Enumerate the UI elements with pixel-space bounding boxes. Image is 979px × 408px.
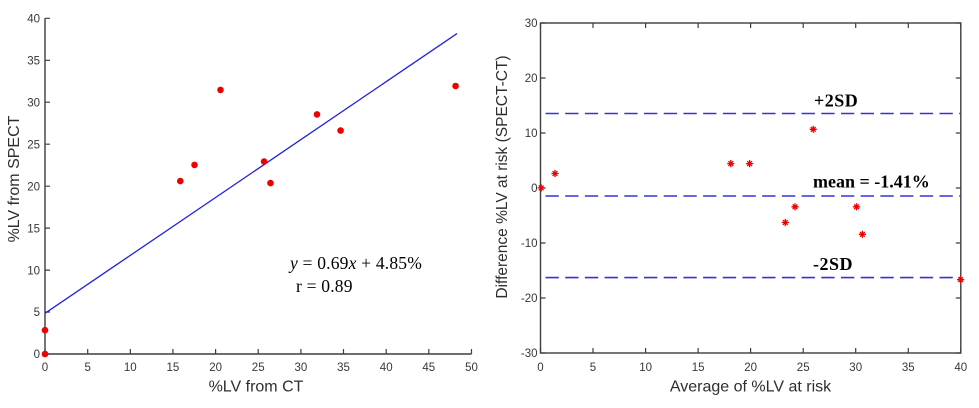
svg-text:40: 40 xyxy=(954,362,967,374)
svg-text:25: 25 xyxy=(27,139,40,151)
svg-text:+2SD: +2SD xyxy=(814,91,858,111)
svg-text:10: 10 xyxy=(124,362,137,374)
svg-text:30: 30 xyxy=(525,18,538,30)
svg-text:10: 10 xyxy=(639,362,652,374)
svg-text:Average of %LV at risk: Average of %LV at risk xyxy=(670,379,832,396)
svg-text:15: 15 xyxy=(27,223,40,235)
svg-text:0: 0 xyxy=(537,362,543,374)
svg-text:20: 20 xyxy=(525,73,538,85)
svg-text:50: 50 xyxy=(465,362,478,374)
svg-text:Difference %LV at risk (SPECT-: Difference %LV at risk (SPECT-CT) xyxy=(494,55,511,298)
svg-text:0: 0 xyxy=(531,183,537,195)
svg-text:-10: -10 xyxy=(521,238,538,250)
svg-text:25: 25 xyxy=(797,362,810,374)
svg-text:0: 0 xyxy=(34,349,40,361)
svg-text:35: 35 xyxy=(337,362,350,374)
svg-text:%LV from SPECT: %LV from SPECT xyxy=(6,115,23,242)
svg-text:15: 15 xyxy=(692,362,705,374)
svg-text:5: 5 xyxy=(34,307,40,319)
svg-text:30: 30 xyxy=(295,362,308,374)
svg-text:10: 10 xyxy=(525,128,538,140)
svg-text:-30: -30 xyxy=(521,348,538,360)
svg-text:%LV from CT: %LV from CT xyxy=(209,379,304,396)
svg-text:-20: -20 xyxy=(521,293,538,305)
svg-text:35: 35 xyxy=(27,56,40,68)
svg-text:20: 20 xyxy=(209,362,222,374)
svg-text:0: 0 xyxy=(42,362,48,374)
svg-text:mean = -1.41%: mean = -1.41% xyxy=(813,172,930,192)
svg-text:-2SD: -2SD xyxy=(813,254,853,274)
svg-text:20: 20 xyxy=(744,362,757,374)
svg-text:45: 45 xyxy=(422,362,435,374)
svg-text:25: 25 xyxy=(252,362,265,374)
svg-text:40: 40 xyxy=(380,362,393,374)
svg-text:30: 30 xyxy=(27,97,40,109)
svg-text:r = 0.89: r = 0.89 xyxy=(296,276,353,296)
svg-text:40: 40 xyxy=(27,14,40,26)
svg-text:y = 0.69x + 4.85%: y = 0.69x + 4.85% xyxy=(288,253,422,273)
svg-text:5: 5 xyxy=(84,362,90,374)
svg-text:35: 35 xyxy=(902,362,915,374)
svg-text:15: 15 xyxy=(167,362,180,374)
svg-text:10: 10 xyxy=(27,265,40,277)
svg-text:20: 20 xyxy=(27,181,40,193)
svg-text:30: 30 xyxy=(849,362,862,374)
svg-text:5: 5 xyxy=(590,362,596,374)
